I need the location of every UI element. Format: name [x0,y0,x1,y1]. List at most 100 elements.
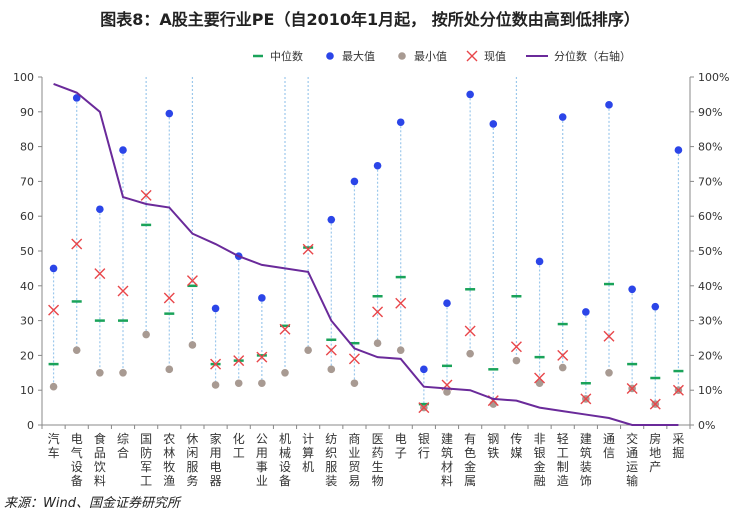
category-label: 器 [210,474,222,488]
category-label: 制 [557,460,569,474]
category-label: 气 [71,445,83,460]
category-label: 属 [464,474,476,488]
category-label: 采 [672,432,684,446]
current-mark [71,238,83,250]
category-label: 装 [580,460,592,474]
category-label: 牧 [163,460,175,474]
left-tick-label: 100 [13,71,34,84]
category-label: 车 [48,445,60,460]
left-tick-label: 30 [20,315,34,328]
right-tick-label: 80% [698,141,722,154]
current-mark [395,297,407,309]
max-point [327,215,336,224]
current-mark [510,341,522,353]
left-tick-label: 80 [20,141,34,154]
category-label: 金 [464,459,476,474]
category-label: 生 [372,460,384,474]
category-label: 金 [534,459,546,474]
category-label: 商 [348,431,360,446]
category-label: 工 [140,474,152,488]
min-point [96,369,104,377]
legend-min-icon [398,52,406,60]
category-label: 国 [140,432,152,446]
category-label: 机 [302,460,314,474]
current-mark [418,402,430,414]
percentile-line [53,83,679,426]
category-label: 融 [534,474,546,488]
category-label: 非 [534,432,546,446]
category-label: 房 [649,431,661,446]
category-label: 务 [186,473,198,488]
category-label: 用 [210,446,222,460]
min-point [373,339,382,348]
min-point [211,381,220,389]
category-label: 钢 [487,432,499,446]
category-label: 通 [626,446,638,460]
category-label: 化 [233,432,245,446]
current-mark [94,268,106,280]
current-mark [163,292,175,304]
left-tick-label: 20 [20,349,34,362]
category-label: 工 [233,446,245,460]
right-tick-label: 90% [698,106,722,119]
max-point [72,94,81,102]
min-point [49,382,58,391]
category-label: 电 [210,460,222,474]
min-point [327,365,336,374]
max-point [535,257,544,266]
category-label: 掘 [672,445,684,460]
category-label: 药 [372,446,384,460]
category-label: 饮 [94,460,106,474]
category-label: 计 [302,432,314,446]
category-label: 材 [441,460,453,474]
category-label: 电 [71,432,83,446]
legend-label: 中位数 [270,49,303,63]
category-label: 用 [256,446,268,460]
category-label: 综 [117,432,129,446]
current-mark [580,393,592,405]
max-point [651,302,660,311]
max-point [558,113,567,121]
category-label: 食 [94,431,106,446]
right-tick-label: 30% [698,315,722,328]
current-mark [534,372,546,384]
min-point [165,365,174,374]
current-mark [557,349,569,361]
category-label: 轻 [557,432,569,446]
source-note: 来源：Wind、国金证券研究所 [4,496,180,511]
category-label: 服 [325,460,337,474]
category-label: 防 [140,445,152,460]
left-tick-label: 90 [20,106,34,119]
min-point [512,356,521,365]
category-label: 筑 [441,445,453,460]
right-tick-label: 50% [698,245,722,258]
min-point [605,369,613,377]
category-label: 物 [372,474,384,488]
category-label: 渔 [163,474,175,488]
max-point [350,177,359,186]
category-label: 医 [372,432,384,446]
category-label: 服 [186,460,198,474]
category-label: 汽 [48,431,60,446]
category-label: 银 [418,432,430,446]
min-point [234,379,243,388]
category-label: 通 [603,432,615,446]
category-label: 农 [163,432,175,446]
category-label: 休 [186,432,198,446]
left-tick-label: 50 [20,245,34,258]
category-label: 信 [603,446,615,460]
current-mark [233,355,245,367]
category-label: 品 [94,446,106,460]
category-label: 合 [117,445,129,460]
right-tick-label: 60% [698,210,722,223]
right-tick-label: 70% [698,175,722,188]
category-label: 纺 [325,432,337,446]
max-point [605,101,613,109]
max-point [489,120,498,128]
category-label: 业 [348,446,360,460]
right-tick-label: 20% [698,349,722,362]
category-label: 饰 [580,474,592,488]
category-label: 贸 [348,460,360,474]
current-mark [210,358,222,370]
category-label: 备 [71,474,83,488]
